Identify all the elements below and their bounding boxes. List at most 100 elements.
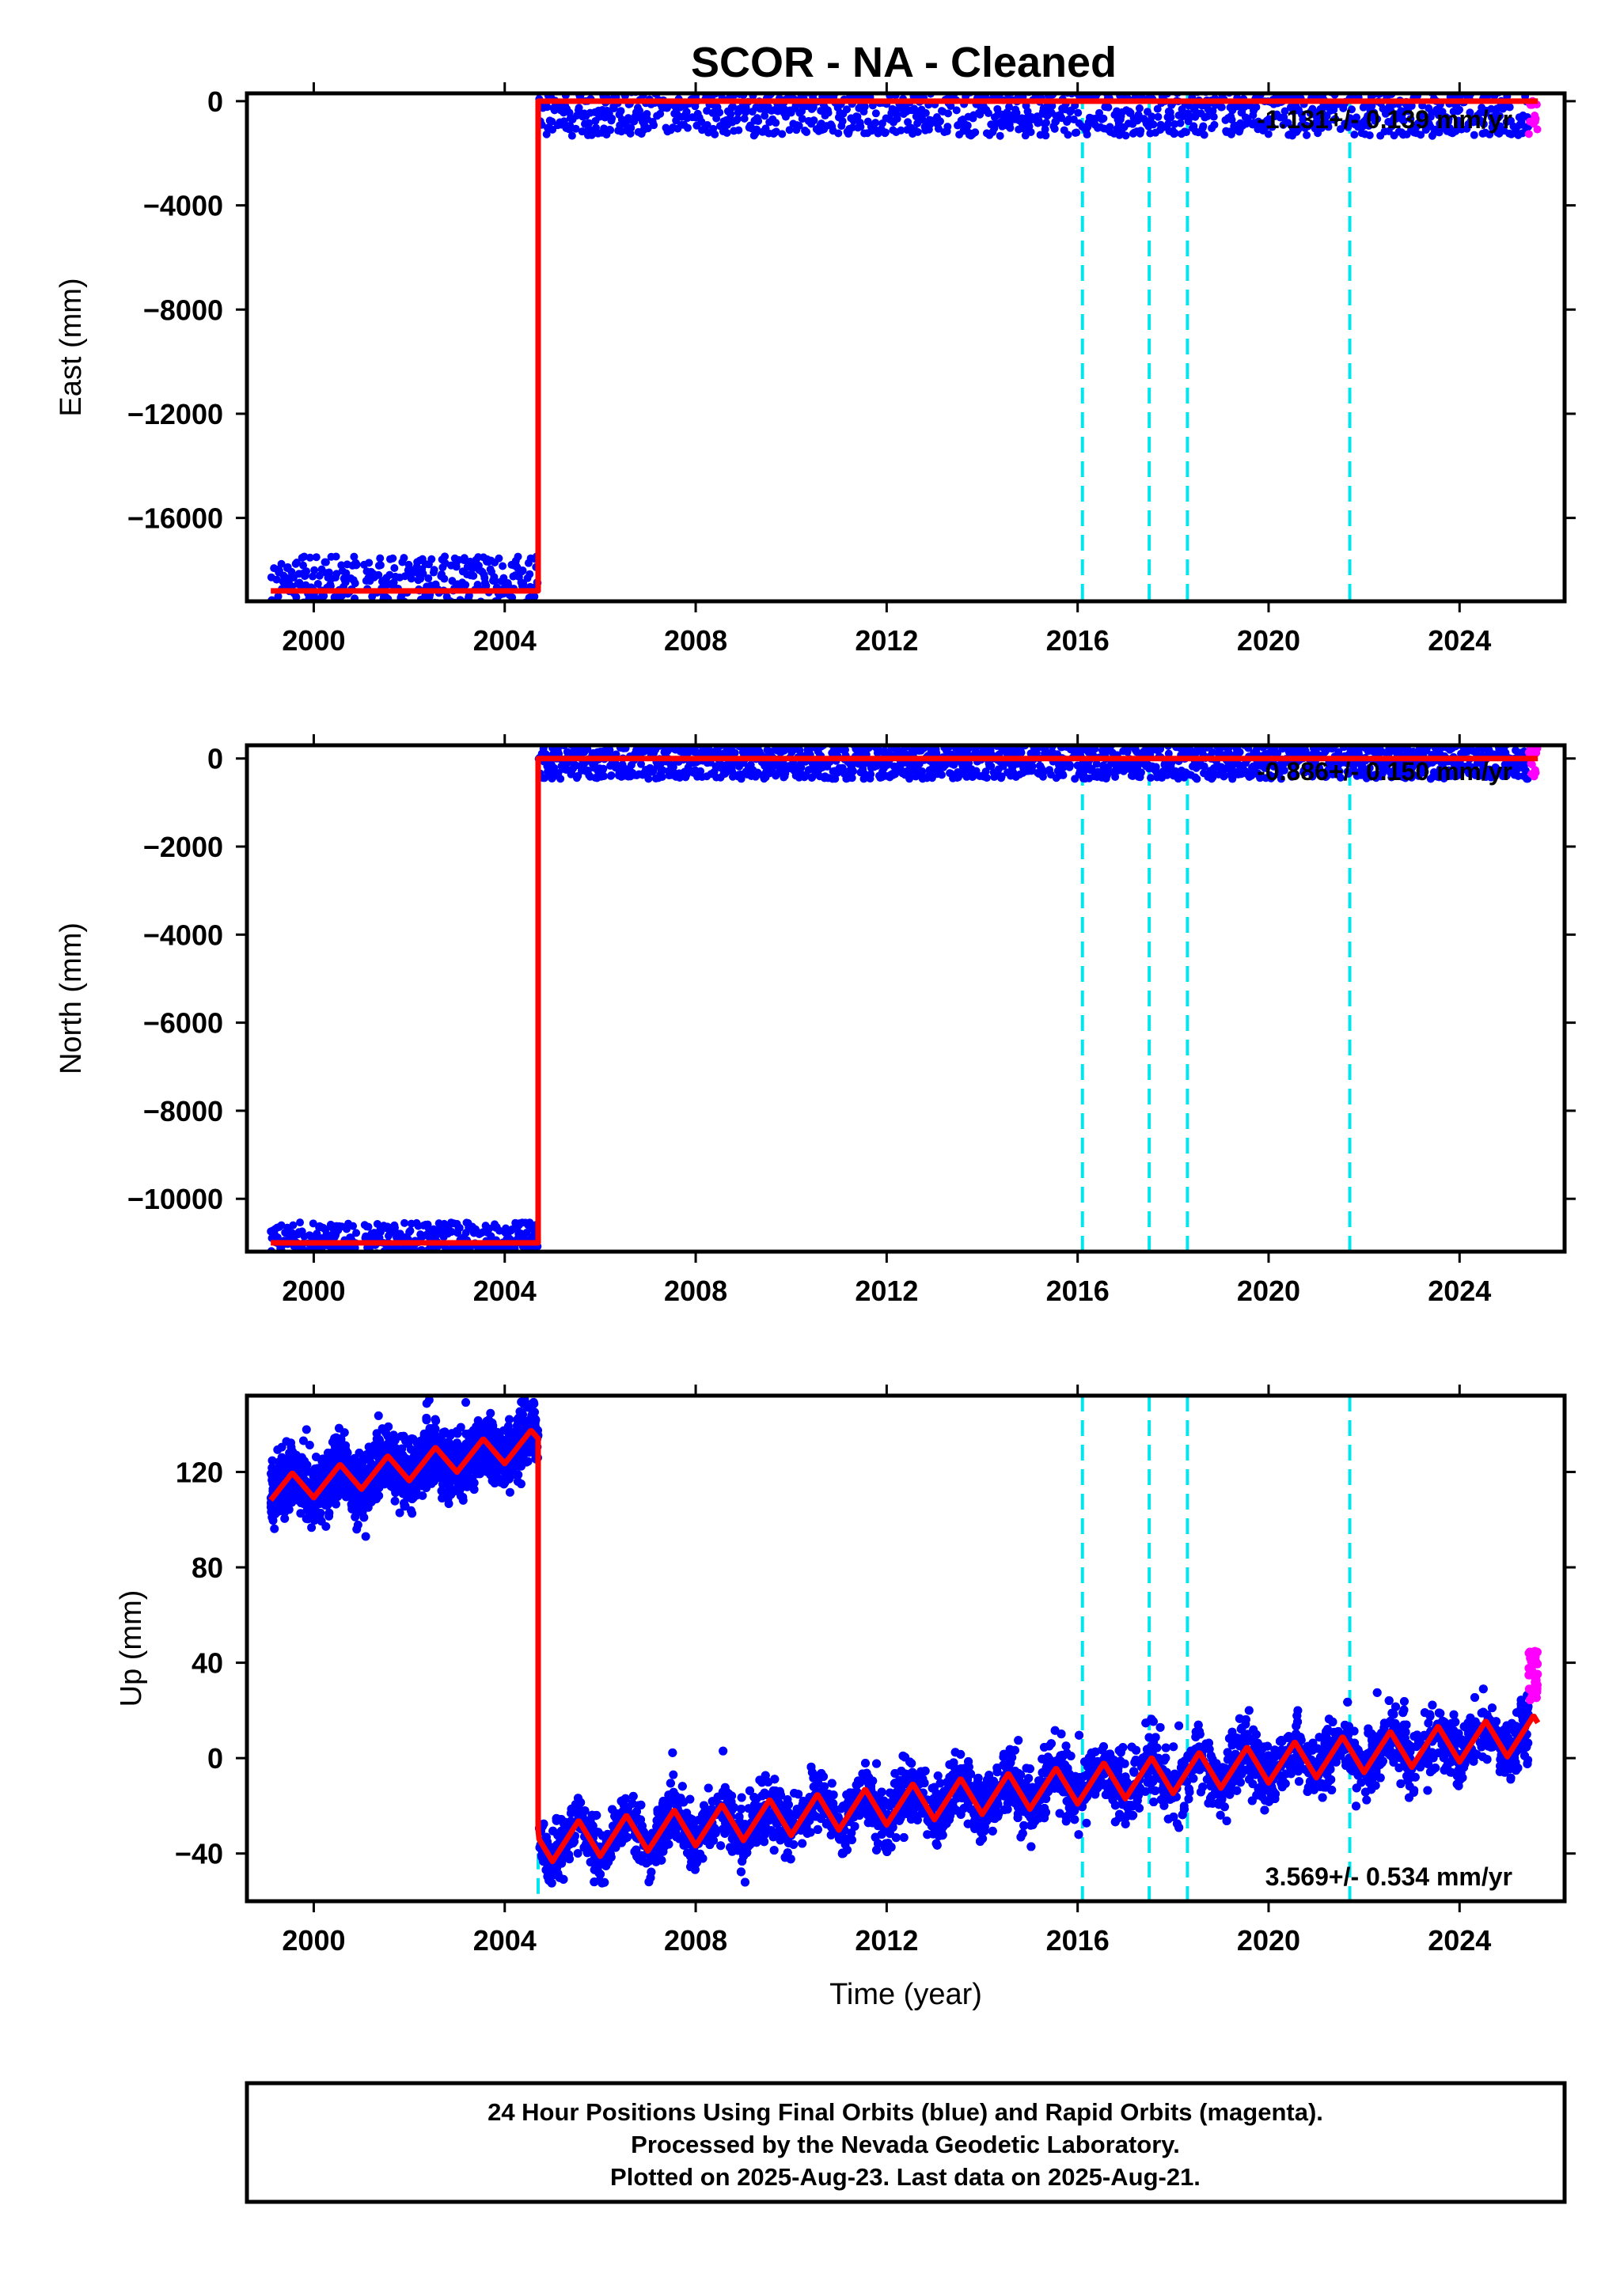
final-point-3: [351, 1512, 360, 1521]
final-point-718: [654, 78, 662, 86]
final-point-1637: [1141, 73, 1149, 81]
final-point-150: [346, 609, 354, 617]
final-point-27: [281, 616, 289, 624]
final-point-1341: [984, 109, 992, 118]
final-point-1884: [1273, 736, 1280, 744]
final-point-984: [795, 121, 803, 130]
rapid-point-2364: [1527, 68, 1535, 76]
final-point-2125: [1400, 66, 1408, 74]
final-point-811: [703, 121, 711, 130]
final-point-1869: [1264, 130, 1273, 138]
final-point-700: [644, 775, 653, 783]
final-point-51: [294, 1259, 302, 1267]
final-point-2285: [1485, 71, 1493, 79]
rapid-point-2368: [1529, 79, 1537, 87]
final-point-2113: [1394, 66, 1402, 74]
final-point-1527: [1083, 131, 1091, 139]
final-point-243: [402, 603, 410, 611]
final-point-1786: [1220, 83, 1228, 91]
final-point-1929: [1296, 67, 1304, 75]
final-point-237: [399, 616, 407, 623]
final-point-416: [494, 1258, 502, 1266]
final-point-143: [342, 569, 351, 578]
final-point-2147: [1412, 734, 1420, 742]
final-point-1828: [1243, 66, 1250, 74]
final-point-2100: [1387, 107, 1395, 116]
final-point-2087: [1380, 81, 1388, 89]
final-point-2018: [1344, 80, 1352, 88]
final-point-1898: [1280, 113, 1288, 122]
final-point-1694: [1172, 70, 1180, 78]
final-point-1326: [977, 736, 985, 744]
final-point-1169: [893, 115, 901, 123]
final-point-1247: [934, 124, 943, 133]
final-point-596: [590, 63, 598, 71]
final-point-1734: [1193, 775, 1201, 783]
final-point-1128: [871, 119, 880, 127]
final-point-1216: [918, 115, 927, 123]
final-point-2158: [1417, 111, 1426, 119]
final-point-554: [567, 64, 575, 72]
final-point-471: [523, 605, 531, 613]
final-point-513: [545, 67, 553, 75]
final-point-519: [548, 125, 557, 134]
final-point-910: [756, 736, 764, 744]
final-point-2237: [1459, 82, 1467, 90]
final-point-382: [476, 1258, 484, 1266]
final-point-101: [320, 592, 328, 601]
final-point-2266: [1475, 734, 1483, 742]
final-point-998: [802, 127, 811, 136]
x-tick-label-2012: 2012: [855, 1275, 918, 1307]
final-point-1613: [1129, 772, 1137, 781]
final-point-386: [478, 1258, 486, 1266]
final-point-67: [302, 1257, 309, 1265]
final-point-1405: [1019, 736, 1026, 744]
final-point-2003: [1336, 81, 1344, 89]
final-point-165: [361, 606, 369, 614]
final-point-1812: [1235, 81, 1243, 89]
final-point-48: [292, 1257, 300, 1265]
final-point-323: [445, 602, 453, 610]
final-point-31: [283, 609, 290, 617]
final-point-153: [347, 1252, 355, 1260]
final-point-492: [534, 734, 542, 742]
final-point-637: [611, 69, 619, 77]
plot-area: [267, 63, 1542, 627]
final-point-109: [486, 1408, 495, 1418]
final-point-2067: [1369, 70, 1377, 78]
final-point-604: [594, 83, 601, 91]
final-point-1969: [1318, 736, 1326, 744]
final-point-1763: [1208, 79, 1216, 87]
final-point-2162: [1420, 79, 1428, 87]
final-point-1663: [1155, 70, 1163, 78]
final-point-644: [615, 66, 623, 74]
final-point-1861: [1260, 64, 1268, 72]
final-point-1550: [1095, 108, 1104, 117]
final-point-825: [711, 130, 719, 138]
final-point-2358: [1523, 74, 1531, 81]
final-point-224: [392, 619, 400, 627]
y-tick-label-5: −10000: [127, 1183, 223, 1215]
final-point-2209: [1444, 115, 1453, 123]
final-point-980: [793, 736, 801, 744]
final-point-2016: [1342, 71, 1350, 79]
final-point-561: [571, 76, 579, 84]
final-point-574: [578, 81, 586, 89]
final-point-1899: [1280, 766, 1288, 775]
final-point-83: [310, 566, 319, 574]
final-point-2322: [1504, 70, 1512, 78]
final-point-1647: [1147, 774, 1155, 782]
final-point-2256: [1470, 65, 1478, 73]
final-point-674: [631, 83, 639, 91]
final-point-1959: [1312, 71, 1320, 79]
final-point-457: [516, 615, 524, 623]
final-point-289: [427, 606, 434, 614]
final-point-250: [406, 616, 414, 623]
final-point-1899: [1280, 68, 1288, 76]
final-point-2137: [1406, 115, 1415, 123]
final-point-2203: [1442, 65, 1450, 73]
final-point-569: [575, 104, 583, 112]
final-point-39: [287, 604, 295, 612]
final-point-163: [353, 1255, 361, 1263]
final-point-566: [574, 78, 582, 86]
